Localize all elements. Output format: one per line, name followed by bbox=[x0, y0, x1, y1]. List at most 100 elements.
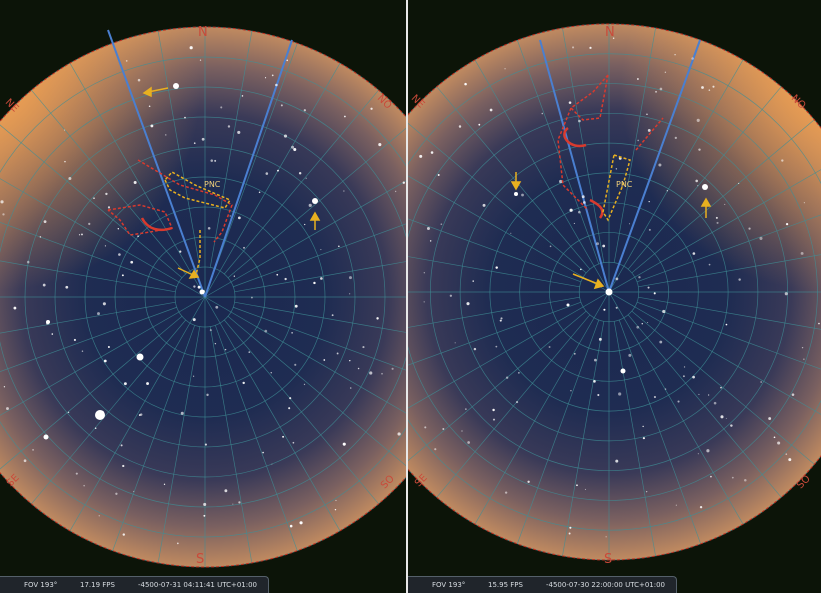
star bbox=[164, 134, 167, 136]
star bbox=[209, 329, 212, 332]
panel-divider bbox=[406, 0, 408, 593]
star bbox=[349, 387, 352, 389]
star bbox=[294, 304, 298, 308]
azimuth-line bbox=[517, 40, 600, 265]
star bbox=[349, 293, 351, 295]
asterism-red bbox=[107, 159, 233, 243]
star bbox=[655, 91, 657, 93]
star bbox=[303, 109, 306, 112]
star bbox=[423, 272, 425, 274]
star bbox=[104, 245, 107, 247]
star bbox=[423, 301, 425, 303]
star bbox=[123, 382, 127, 386]
star bbox=[304, 223, 306, 226]
star bbox=[227, 125, 231, 128]
star bbox=[23, 459, 27, 463]
star bbox=[580, 268, 582, 271]
star bbox=[284, 277, 287, 281]
star bbox=[478, 123, 481, 126]
azimuth-line bbox=[517, 319, 600, 544]
pointer-arrow-icon bbox=[700, 197, 712, 218]
star bbox=[748, 227, 751, 230]
azimuth-line bbox=[408, 122, 587, 274]
star bbox=[637, 139, 640, 142]
star bbox=[803, 358, 805, 360]
sky-view-right[interactable]: PNC N S NE NO SE SO FOV 193° 15.95 FPS -… bbox=[408, 0, 821, 593]
cardinal-north: N bbox=[605, 25, 615, 40]
star bbox=[731, 476, 734, 479]
bright-star bbox=[43, 434, 49, 440]
sky-dome-left[interactable]: PNC N S NE NO SE SO bbox=[0, 0, 406, 593]
star bbox=[397, 432, 401, 436]
sky-dome-right[interactable]: PNC N S NE NO SE SO bbox=[408, 0, 821, 593]
star bbox=[738, 278, 741, 281]
star bbox=[237, 130, 241, 135]
star bbox=[437, 174, 440, 177]
star bbox=[473, 347, 477, 351]
azimuth-line bbox=[608, 291, 744, 525]
star bbox=[146, 382, 149, 385]
star bbox=[683, 366, 686, 368]
star bbox=[125, 60, 128, 62]
star bbox=[67, 411, 70, 414]
azimuth-line bbox=[224, 89, 379, 275]
star bbox=[291, 332, 293, 334]
star bbox=[628, 353, 632, 357]
azimuth-line bbox=[627, 86, 782, 270]
star bbox=[440, 223, 443, 226]
bright-star bbox=[46, 320, 50, 324]
star bbox=[715, 216, 718, 219]
azimuth-line bbox=[157, 326, 201, 563]
star bbox=[426, 226, 430, 230]
star bbox=[193, 142, 196, 144]
star bbox=[648, 228, 651, 231]
star bbox=[738, 182, 740, 184]
star bbox=[682, 375, 685, 378]
azimuth-line bbox=[408, 310, 587, 462]
star bbox=[572, 46, 575, 49]
star bbox=[666, 190, 668, 192]
cardinal-south: S bbox=[604, 552, 612, 567]
star bbox=[725, 323, 728, 326]
star bbox=[615, 277, 619, 281]
star bbox=[277, 169, 279, 172]
bright-star bbox=[702, 184, 708, 190]
star-field bbox=[419, 37, 820, 538]
star bbox=[429, 240, 432, 242]
star bbox=[3, 386, 6, 388]
star bbox=[258, 191, 261, 194]
pointer-arrow-icon bbox=[309, 211, 321, 230]
star bbox=[121, 274, 124, 277]
star bbox=[695, 179, 698, 183]
star bbox=[206, 393, 209, 397]
star bbox=[574, 353, 576, 355]
star bbox=[237, 216, 241, 220]
star bbox=[708, 394, 710, 396]
azimuth-line bbox=[436, 314, 591, 498]
bright-star bbox=[620, 368, 626, 374]
star bbox=[177, 542, 179, 545]
star bbox=[381, 372, 383, 375]
star bbox=[133, 180, 137, 184]
star bbox=[698, 393, 700, 395]
star bbox=[720, 386, 722, 389]
star bbox=[465, 408, 467, 410]
star bbox=[691, 57, 694, 60]
star bbox=[68, 177, 72, 181]
bright-star bbox=[514, 192, 518, 196]
sky-view-left[interactable]: PNC N S NE NO SE SO FOV 193° 17.19 FPS -… bbox=[0, 0, 406, 593]
pointer-arrow-icon bbox=[177, 267, 200, 279]
star bbox=[801, 346, 804, 349]
star bbox=[647, 286, 650, 289]
star bbox=[658, 163, 662, 167]
star bbox=[207, 227, 211, 230]
star bbox=[578, 119, 581, 123]
star bbox=[697, 185, 699, 187]
star bbox=[577, 210, 581, 214]
fps-readout: 15.95 FPS bbox=[488, 581, 523, 589]
star bbox=[133, 490, 135, 493]
star bbox=[541, 112, 544, 115]
star bbox=[602, 244, 606, 248]
star bbox=[504, 491, 508, 494]
star bbox=[424, 426, 427, 429]
